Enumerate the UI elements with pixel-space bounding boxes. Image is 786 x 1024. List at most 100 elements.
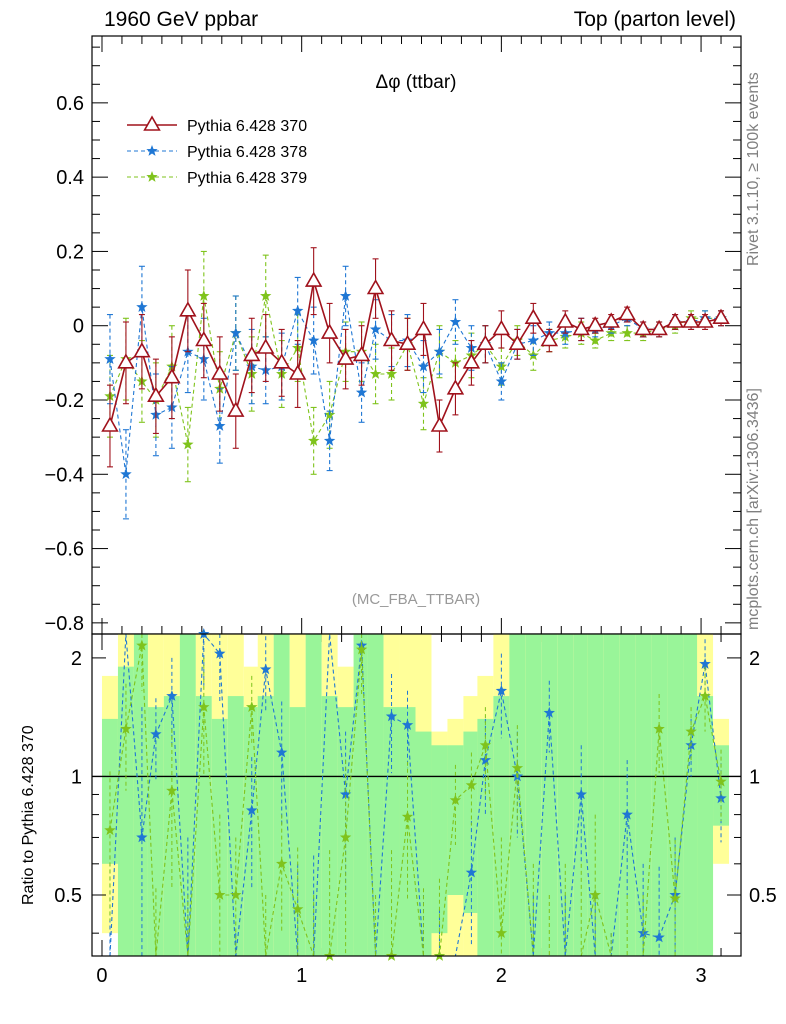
ratio-data-point bbox=[511, 762, 524, 773]
ratio-y-tick-label: 1 bbox=[71, 766, 82, 788]
data-point-star bbox=[449, 316, 462, 327]
data-point-star bbox=[182, 438, 194, 450]
ratio-band-inner bbox=[243, 707, 260, 956]
data-point-triangle bbox=[227, 401, 245, 417]
ratio-data-point bbox=[339, 788, 352, 800]
ratio-band-inner bbox=[117, 666, 134, 956]
data-point-triangle bbox=[556, 312, 574, 328]
legend-marker bbox=[146, 145, 158, 156]
ratio-data-point bbox=[214, 889, 226, 900]
header-process-label: Top (parton level) bbox=[573, 8, 736, 31]
ratio-band-inner bbox=[683, 634, 700, 956]
ratio-frame bbox=[91, 633, 742, 957]
legend-label: Pythia 6.428 370 bbox=[187, 118, 307, 135]
ratio-band-inner bbox=[447, 745, 464, 895]
data-point-star bbox=[308, 334, 320, 346]
ratio-band-inner bbox=[557, 634, 574, 956]
data-point-triangle bbox=[618, 304, 636, 321]
ratio-data-point bbox=[276, 857, 288, 869]
ratio-data-point bbox=[276, 746, 288, 758]
data-point-star bbox=[589, 334, 601, 346]
data-point-star bbox=[369, 368, 382, 379]
data-point-triangle bbox=[117, 353, 135, 369]
data-point-triangle bbox=[572, 319, 590, 336]
ratio-data-point bbox=[230, 889, 242, 900]
data-point-star bbox=[527, 334, 539, 346]
ratio-band-inner bbox=[651, 634, 668, 956]
ratio-data-point bbox=[479, 739, 492, 751]
ratio-band-inner bbox=[415, 731, 432, 956]
ratio-data-point bbox=[575, 788, 587, 800]
y-tick-label: 0.2 bbox=[56, 241, 84, 263]
ratio-band-inner bbox=[431, 745, 448, 934]
ratio-data-point bbox=[589, 889, 601, 900]
data-point-triangle bbox=[602, 312, 620, 328]
ratio-data-point bbox=[699, 690, 711, 701]
data-point-triangle bbox=[288, 364, 307, 380]
legend-label: Pythia 6.428 379 bbox=[187, 170, 307, 187]
data-point-star bbox=[230, 327, 242, 338]
y-tick-label: 0 bbox=[73, 316, 84, 338]
data-point-star bbox=[355, 386, 368, 398]
data-point-triangle bbox=[430, 416, 449, 432]
ratio-data-point bbox=[653, 723, 665, 734]
data-point-triangle bbox=[492, 319, 511, 336]
data-point-star bbox=[385, 368, 398, 379]
x-tick-label: 3 bbox=[695, 965, 706, 987]
data-point-star bbox=[260, 290, 272, 301]
ratio-data-point bbox=[495, 927, 508, 938]
data-point-triangle bbox=[446, 379, 465, 395]
ratio-data-point bbox=[246, 804, 258, 816]
ratio-data-point bbox=[715, 775, 727, 787]
ratio-data-point bbox=[449, 794, 462, 806]
ratio-data-point bbox=[715, 792, 727, 804]
ratio-band-inner bbox=[587, 634, 604, 956]
ratio-band-inner bbox=[525, 634, 542, 956]
data-point-triangle bbox=[101, 416, 119, 432]
data-point-star bbox=[417, 360, 430, 372]
ratio-data-point bbox=[292, 903, 304, 915]
data-point-triangle bbox=[272, 353, 291, 369]
ratio-data-point bbox=[120, 723, 132, 734]
ratio-band-inner bbox=[321, 696, 338, 956]
ratio-band-inner bbox=[367, 634, 384, 956]
ratio-y-tick-label: 2 bbox=[749, 648, 760, 670]
series-line bbox=[109, 295, 721, 475]
ratio-band-inner bbox=[147, 707, 164, 956]
ratio-data-point bbox=[260, 663, 272, 675]
ratio-band-inner bbox=[179, 634, 196, 956]
data-point-star bbox=[308, 434, 320, 446]
ratio-y-tick-label: 1 bbox=[749, 766, 760, 788]
data-point-triangle bbox=[462, 353, 481, 369]
data-point-triangle bbox=[352, 345, 371, 362]
data-point-triangle bbox=[476, 334, 495, 351]
x-tick-label: 2 bbox=[496, 965, 507, 987]
ratio-data-point bbox=[543, 706, 555, 718]
x-tick-label: 0 bbox=[96, 965, 107, 987]
ratio-band-inner bbox=[667, 634, 684, 956]
data-point-star bbox=[120, 468, 132, 480]
ratio-data-point bbox=[246, 701, 258, 712]
data-point-triangle bbox=[382, 330, 401, 347]
data-point-star bbox=[214, 420, 226, 431]
data-point-triangle bbox=[163, 368, 181, 384]
data-point-triangle bbox=[696, 312, 714, 328]
data-point-triangle bbox=[243, 345, 261, 362]
data-point-triangle bbox=[304, 271, 323, 287]
data-point-star bbox=[433, 345, 446, 357]
data-point-triangle bbox=[666, 312, 684, 328]
ratio-band-inner bbox=[289, 707, 306, 956]
ratio-band-inner bbox=[697, 696, 714, 956]
data-point-star bbox=[621, 327, 633, 338]
data-point-triangle bbox=[712, 308, 730, 325]
ratio-data-point bbox=[465, 866, 478, 878]
data-point-triangle bbox=[336, 349, 355, 365]
data-point-triangle bbox=[211, 364, 229, 380]
legend-marker bbox=[143, 115, 161, 131]
ratio-data-point bbox=[166, 690, 178, 701]
legend-label: Pythia 6.428 378 bbox=[187, 144, 307, 161]
ratio-data-point bbox=[465, 779, 478, 791]
data-point-triangle bbox=[366, 278, 385, 295]
ratio-data-point bbox=[136, 639, 148, 651]
